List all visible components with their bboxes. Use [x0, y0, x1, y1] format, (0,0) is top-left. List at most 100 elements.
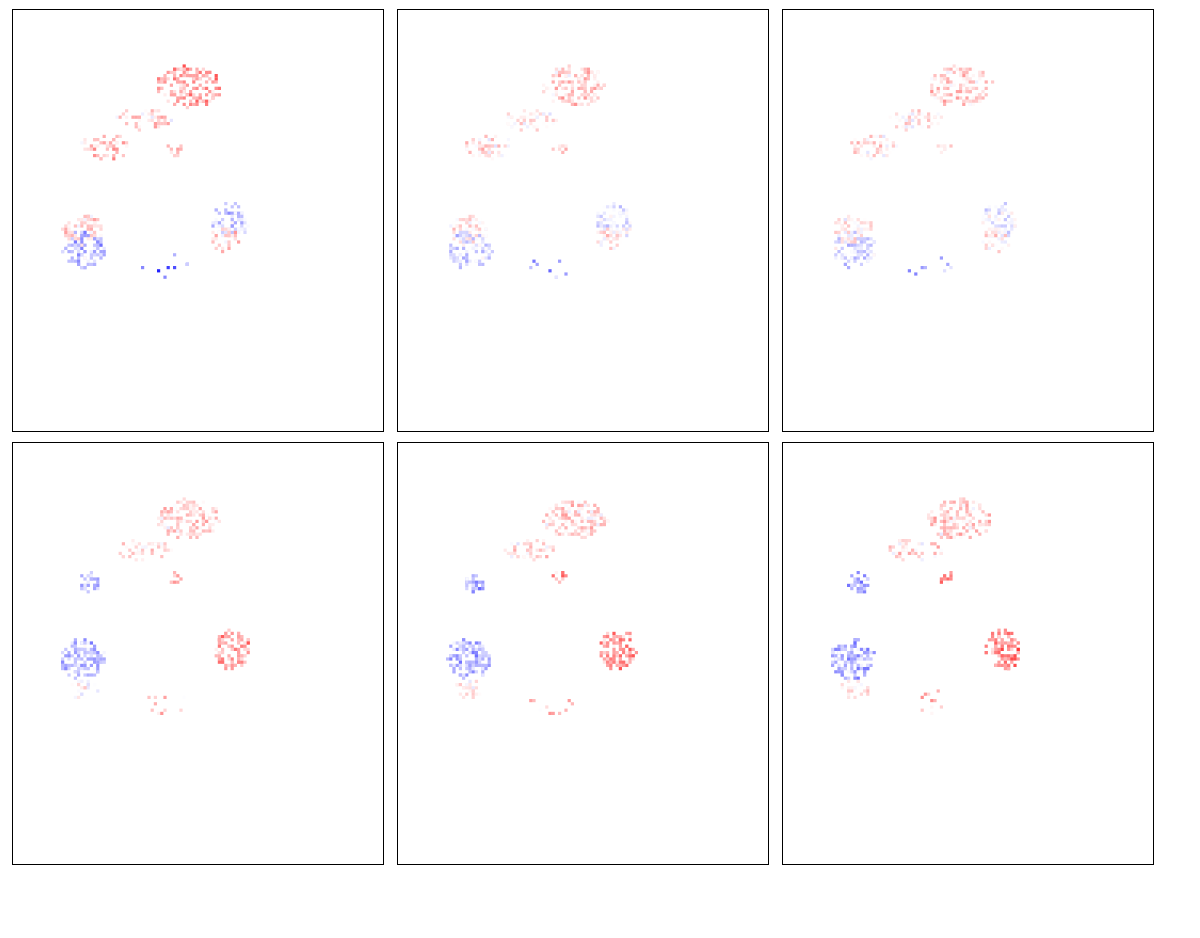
- heatmap-cell: [952, 503, 956, 507]
- heatmap-cell: [80, 583, 84, 587]
- heatmap-cell: [593, 77, 597, 81]
- heatmap-cell: [612, 205, 616, 209]
- heatmap-cell: [930, 519, 934, 523]
- heatmap-cell: [866, 237, 870, 241]
- heatmap-cell: [548, 711, 552, 715]
- heatmap-cell: [465, 256, 469, 260]
- heatmap-cell: [465, 580, 469, 584]
- heatmap-cell: [176, 77, 180, 81]
- heatmap-cell: [586, 70, 590, 74]
- heatmap-cell: [93, 234, 97, 238]
- heatmap-cell: [962, 516, 966, 520]
- heatmap-cell: [911, 548, 915, 552]
- heatmap-cell: [1003, 234, 1007, 238]
- heatmap-cell: [462, 237, 466, 241]
- heatmap-cell: [943, 99, 947, 103]
- heatmap-cell: [939, 99, 943, 103]
- heatmap-cell: [962, 67, 966, 71]
- heatmap-cell: [1010, 644, 1014, 648]
- heatmap-cell: [949, 500, 953, 504]
- heatmap-cell: [227, 663, 231, 667]
- heatmap-cell: [548, 86, 552, 90]
- heatmap-cell: [519, 122, 523, 126]
- heatmap-cell: [853, 686, 857, 690]
- heatmap-cell: [856, 246, 860, 250]
- heatmap-cell: [86, 262, 90, 266]
- heatmap-cell: [869, 134, 873, 138]
- heatmap-cell: [834, 647, 838, 651]
- heatmap-cell: [166, 529, 170, 533]
- heatmap-cell: [506, 122, 510, 126]
- heatmap-cell: [939, 144, 943, 148]
- heatmap-cell: [1003, 628, 1007, 632]
- heatmap-cell: [939, 503, 943, 507]
- heatmap-cell: [863, 583, 867, 587]
- heatmap-cell: [468, 240, 472, 244]
- heatmap-cell: [173, 507, 177, 511]
- heatmap-cell: [618, 211, 622, 215]
- heatmap-cell: [930, 542, 934, 546]
- heatmap-cell: [574, 523, 578, 527]
- heatmap-cell: [1007, 647, 1011, 651]
- heatmap-cell: [77, 647, 81, 651]
- heatmap-cell: [185, 503, 189, 507]
- heatmap-cell: [192, 93, 196, 97]
- heatmap-cell: [227, 211, 231, 215]
- heatmap-cell: [513, 122, 517, 126]
- heatmap-cell: [612, 246, 616, 250]
- heatmap-cell: [185, 74, 189, 78]
- heatmap-cell: [593, 529, 597, 533]
- heatmap-cell: [462, 686, 466, 690]
- heatmap-cell: [214, 510, 218, 514]
- heatmap-cell: [64, 663, 68, 667]
- heatmap-cell: [991, 635, 995, 639]
- heatmap-cell: [583, 80, 587, 84]
- heatmap-cell: [144, 545, 148, 549]
- heatmap-canvas: [834, 64, 1017, 276]
- heatmap-cell: [558, 74, 562, 78]
- heatmap-cell: [455, 654, 459, 658]
- heatmap-cell: [169, 150, 173, 154]
- heatmap-cell: [455, 224, 459, 228]
- heatmap-cell: [217, 221, 221, 225]
- heatmap-cell: [147, 542, 151, 546]
- heatmap-cell: [465, 230, 469, 234]
- heatmap-cell: [64, 647, 68, 651]
- heatmap-cell: [471, 670, 475, 674]
- heatmap-cell: [198, 99, 202, 103]
- heatmap-cell: [1010, 224, 1014, 228]
- heatmap-cell: [80, 679, 84, 683]
- heatmap-cell: [471, 574, 475, 578]
- heatmap-cell: [535, 548, 539, 552]
- heatmap-cell: [73, 651, 77, 655]
- heatmap-cell: [962, 74, 966, 78]
- heatmap-cell: [628, 651, 632, 655]
- heatmap-cell: [240, 638, 244, 642]
- heatmap-cell: [628, 644, 632, 648]
- heatmap-cell: [205, 513, 209, 517]
- heatmap-cell: [446, 657, 450, 661]
- heatmap-cell: [997, 644, 1001, 648]
- heatmap-cell: [971, 99, 975, 103]
- heatmap-cell: [561, 571, 565, 575]
- heatmap-cell: [230, 667, 234, 671]
- heatmap-cell: [590, 526, 594, 530]
- heatmap-cell: [93, 230, 97, 234]
- heatmap-cell: [474, 670, 478, 674]
- heatmap-cell: [917, 122, 921, 126]
- heatmap-cell: [939, 507, 943, 511]
- heatmap-cell: [850, 647, 854, 651]
- heatmap-cell: [837, 670, 841, 674]
- heatmap-cell: [83, 221, 87, 225]
- heatmap-cell: [570, 503, 574, 507]
- heatmap-cell: [96, 670, 100, 674]
- heatmap-cell: [628, 638, 632, 642]
- heatmap-cell: [551, 122, 555, 126]
- heatmap-cell: [577, 510, 581, 514]
- heatmap-cell: [83, 214, 87, 218]
- heatmap-cell: [208, 529, 212, 533]
- heatmap-cell: [583, 535, 587, 539]
- heatmap-cell: [596, 240, 600, 244]
- heatmap-cell: [243, 654, 247, 658]
- heatmap-cell: [1003, 227, 1007, 231]
